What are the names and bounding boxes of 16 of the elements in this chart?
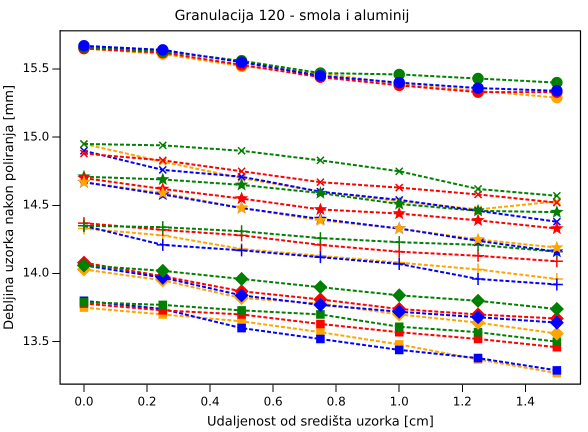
x-tick-label: 1.4 <box>516 394 535 408</box>
x-axis-title: Udaljenost od središta uzorka [cm] <box>206 414 434 430</box>
y-tick-label: 15.0 <box>22 129 50 144</box>
x-tick-label: 0.4 <box>200 394 220 408</box>
x-tick-label: 1.2 <box>452 394 472 408</box>
x-tick-label: 0.8 <box>326 394 346 408</box>
y-tick-label: 14.5 <box>22 197 50 212</box>
y-axis-title: Debljina uzorka nakon poliranja [mm] <box>2 84 18 330</box>
y-tick-label: 14.0 <box>22 266 50 280</box>
x-tick-label: 0.2 <box>137 394 157 408</box>
y-tick-label: 13.5 <box>22 334 50 348</box>
chart-title: Granulacija 120 - smola i aluminij <box>174 8 410 24</box>
x-tick-label: 1.0 <box>390 394 409 408</box>
y-tick-label: 15.5 <box>22 61 50 76</box>
x-tick-label: 0.0 <box>74 394 94 408</box>
x-tick-label: 0.6 <box>264 394 283 408</box>
